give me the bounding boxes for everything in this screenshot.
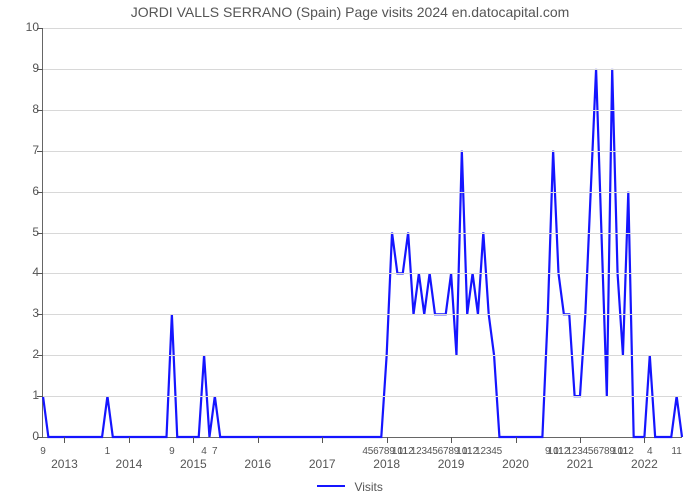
x-year-label: 2015	[173, 457, 213, 471]
x-tick	[64, 437, 65, 443]
y-axis-label: 9	[13, 61, 39, 75]
y-axis-label: 5	[13, 225, 39, 239]
x-tick	[580, 437, 581, 443]
x-minor-label: 12	[621, 446, 635, 457]
x-year-label: 2022	[624, 457, 664, 471]
plot-area: 0123456789102013201420152016201720182019…	[42, 28, 682, 438]
x-minor-label: 4	[643, 446, 657, 457]
gridline	[43, 273, 682, 274]
x-minor-label: 7	[208, 446, 222, 457]
y-axis-label: 0	[13, 429, 39, 443]
gridline	[43, 355, 682, 356]
x-tick	[322, 437, 323, 443]
x-year-label: 2018	[367, 457, 407, 471]
x-minor-label: 9	[165, 446, 179, 457]
y-axis-label: 6	[13, 184, 39, 198]
x-tick	[387, 437, 388, 443]
x-tick	[258, 437, 259, 443]
gridline	[43, 28, 682, 29]
x-year-label: 2019	[431, 457, 471, 471]
x-tick	[193, 437, 194, 443]
gridline	[43, 151, 682, 152]
y-axis-label: 10	[13, 20, 39, 34]
legend-swatch	[317, 485, 345, 487]
x-minor-label: 1	[100, 446, 114, 457]
legend-label: Visits	[354, 480, 382, 494]
gridline	[43, 396, 682, 397]
x-year-label: 2013	[44, 457, 84, 471]
y-axis-label: 8	[13, 102, 39, 116]
x-minor-label: 11	[670, 446, 684, 457]
x-tick	[516, 437, 517, 443]
visits-line	[43, 69, 682, 437]
x-minor-label: 9	[36, 446, 50, 457]
gridline	[43, 233, 682, 234]
y-axis-label: 3	[13, 306, 39, 320]
x-year-label: 2016	[238, 457, 278, 471]
chart-title: JORDI VALLS SERRANO (Spain) Page visits …	[0, 4, 700, 20]
x-tick	[129, 437, 130, 443]
y-axis-label: 1	[13, 388, 39, 402]
gridline	[43, 192, 682, 193]
x-tick	[451, 437, 452, 443]
y-axis-label: 4	[13, 265, 39, 279]
x-year-label: 2020	[496, 457, 536, 471]
gridline	[43, 110, 682, 111]
gridline	[43, 69, 682, 70]
chart-container: JORDI VALLS SERRANO (Spain) Page visits …	[0, 0, 700, 500]
y-axis-label: 7	[13, 143, 39, 157]
x-tick	[644, 437, 645, 443]
x-year-label: 2017	[302, 457, 342, 471]
legend: Visits	[0, 480, 700, 494]
x-year-label: 2021	[560, 457, 600, 471]
x-year-label: 2014	[109, 457, 149, 471]
y-axis-label: 2	[13, 347, 39, 361]
gridline	[43, 314, 682, 315]
x-minor-label: 5	[492, 446, 506, 457]
